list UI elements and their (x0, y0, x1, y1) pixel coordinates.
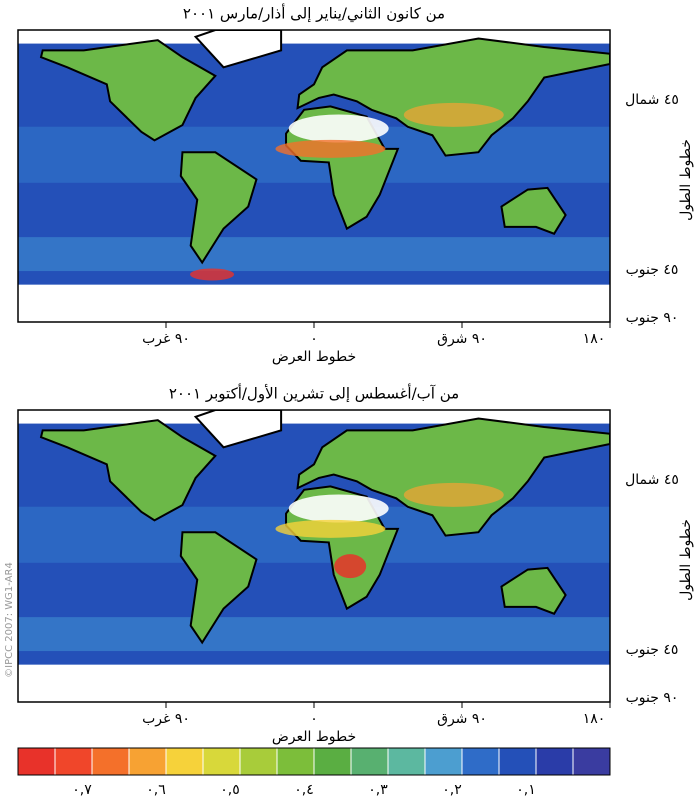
colorbar-swatch (239, 747, 278, 776)
colorbar-swatch (535, 747, 574, 776)
continent (179, 151, 258, 265)
dust (275, 519, 386, 538)
north-ice (18, 30, 610, 44)
continent (296, 37, 610, 157)
north-ice (18, 410, 610, 424)
colorbar-swatch (17, 747, 56, 776)
x-tick-label: ١٨٠ (583, 331, 606, 347)
y-tick-label: ٩٠ جنوب (626, 310, 679, 326)
colorbar-swatch (387, 747, 426, 776)
x-tick-label: ٠ (310, 711, 318, 727)
credit: ©IPCC 2007: WG1-AR4 (4, 562, 15, 678)
map (17, 29, 611, 323)
x-tick-label: ٩٠ غرب (142, 331, 190, 347)
colorbar-frame (17, 747, 611, 776)
y-tick-label: ٤٥ جنوب (626, 262, 679, 278)
continent (500, 566, 567, 615)
sahara (288, 494, 389, 523)
continent (193, 30, 283, 69)
colorbar-swatch (350, 747, 389, 776)
map-layer (18, 410, 610, 702)
colorbar-swatch (91, 747, 130, 776)
y-axis-title: خطوط الطول (678, 519, 694, 601)
patagonia (190, 268, 235, 281)
y-tick-label: ٤٥ شمال (625, 92, 679, 108)
antarctica (18, 284, 610, 322)
colorbar-label: ٠,٥ (220, 782, 240, 798)
continent (179, 531, 258, 645)
colorbar-label: ٠,٧ (72, 782, 92, 798)
colorbar-label: ٠,٤ (294, 782, 314, 798)
colorbar-label: ٠,٦ (146, 782, 166, 798)
x-tick-label: ٩٠ غرب (142, 711, 190, 727)
colorbar-swatch (54, 747, 93, 776)
panel-title: من كانون الثاني/يناير إلى أذار/مارس ٢٠٠١ (183, 4, 445, 24)
continent (39, 39, 217, 142)
x-axis-title: خطوط العرض (272, 729, 356, 745)
y-tick-label: ٤٥ جنوب (626, 642, 679, 658)
asia-haze (403, 102, 504, 127)
dust (275, 139, 386, 158)
panel-title: من آب/أغسطس إلى تشرين الأول/أكتوبر ٢٠٠١ (169, 384, 459, 403)
map-layer (18, 30, 610, 322)
x-tick-label: ٠ (310, 331, 318, 347)
x-axis-title: خطوط العرض (272, 349, 356, 365)
antarctica (18, 664, 610, 702)
continent (39, 419, 217, 522)
colorbar-swatch (424, 747, 463, 776)
burning (334, 554, 367, 579)
colorbar-label: ٠,٢ (442, 782, 462, 798)
colorbar-swatch (572, 747, 611, 776)
x-tick-label: ٩٠ شرق (437, 711, 487, 727)
continent (193, 410, 283, 449)
y-axis-title: خطوط الطول (678, 139, 694, 221)
map (17, 409, 611, 703)
x-tick-label: ١٨٠ (583, 711, 606, 727)
colorbar-swatch (165, 747, 204, 776)
ocean-south (18, 237, 610, 272)
colorbar-swatch (498, 747, 537, 776)
colorbar-label: ٠,١ (516, 782, 536, 798)
y-tick-label: ٩٠ جنوب (626, 690, 679, 706)
y-tick-label: ٤٥ شمال (625, 472, 679, 488)
continent (500, 186, 567, 235)
colorbar-swatch (128, 747, 167, 776)
colorbar-swatch (276, 747, 315, 776)
colorbar-swatch (202, 747, 241, 776)
colorbar-label: ٠,٣ (368, 782, 388, 798)
colorbar-swatch (313, 747, 352, 776)
sahara (288, 114, 389, 143)
asia-haze (403, 482, 504, 507)
colorbar-swatch (461, 747, 500, 776)
continent (296, 417, 610, 537)
ocean-south (18, 617, 610, 652)
x-tick-label: ٩٠ شرق (437, 331, 487, 347)
